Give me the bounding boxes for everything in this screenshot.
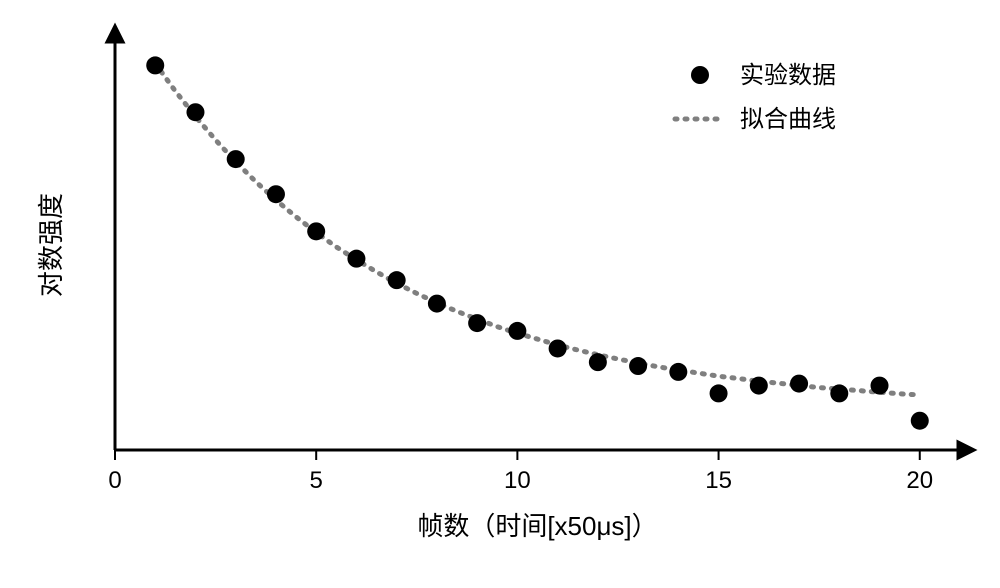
data-point bbox=[428, 295, 446, 313]
data-point bbox=[227, 150, 245, 168]
x-tick-label: 0 bbox=[108, 467, 121, 494]
data-point bbox=[508, 322, 526, 340]
legend-label-fit: 拟合曲线 bbox=[740, 106, 836, 133]
data-point bbox=[146, 56, 164, 74]
data-point bbox=[790, 375, 808, 393]
legend-marker-experiment bbox=[691, 66, 709, 84]
legend-label-experiment: 实验数据 bbox=[740, 62, 836, 89]
data-point bbox=[669, 363, 687, 381]
x-tick-label: 5 bbox=[310, 467, 323, 494]
data-point bbox=[830, 384, 848, 402]
x-axis-label: 帧数（时间[x50μs]） bbox=[417, 511, 657, 541]
data-point bbox=[388, 271, 406, 289]
data-point bbox=[468, 314, 486, 332]
decay-chart: 0 5 10 15 20 帧数（时间[x50μs]） 对数强度 实验数据拟合曲线 bbox=[20, 20, 980, 568]
x-tick-label: 10 bbox=[504, 467, 531, 494]
data-point bbox=[186, 103, 204, 121]
chart-svg: 0 5 10 15 20 帧数（时间[x50μs]） 对数强度 实验数据拟合曲线 bbox=[20, 20, 980, 568]
data-point bbox=[911, 412, 929, 430]
data-point bbox=[710, 384, 728, 402]
data-point bbox=[307, 222, 325, 240]
x-tick-label: 20 bbox=[906, 467, 933, 494]
data-point bbox=[589, 353, 607, 371]
data-point bbox=[750, 377, 768, 395]
data-point bbox=[549, 339, 567, 357]
x-tick-label: 15 bbox=[705, 467, 732, 494]
y-axis-label: 对数强度 bbox=[36, 193, 66, 297]
data-point bbox=[629, 357, 647, 375]
data-point bbox=[871, 377, 889, 395]
data-point bbox=[347, 250, 365, 268]
data-point bbox=[267, 185, 285, 203]
